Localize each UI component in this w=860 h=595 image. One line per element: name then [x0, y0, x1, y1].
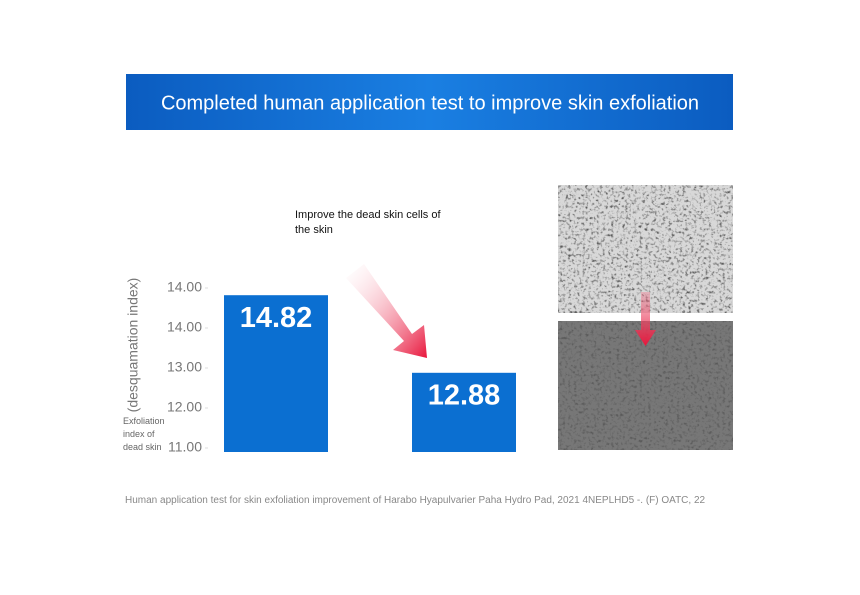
y-tick-label: 12.00 [167, 399, 202, 415]
y-tick-label: 11.00 [168, 439, 202, 455]
y-tick-label: 13.00 [167, 359, 202, 375]
footnote: Human application test for skin exfoliat… [125, 495, 706, 506]
skin-photos [558, 185, 733, 450]
y-tick-label: 14.00 [167, 279, 202, 295]
bar [224, 295, 328, 452]
photo-before-texture [558, 185, 733, 313]
chart-title: Completed human application test to impr… [161, 92, 699, 114]
decrease-arrow [346, 264, 427, 358]
photo-arrow [635, 292, 656, 346]
y-tick-label: 14.00 [167, 319, 202, 335]
y-axis-note: Exfoliation index of dead skin [123, 416, 165, 452]
bar [412, 372, 516, 452]
y-axis-label: (desquamation index) [125, 278, 141, 413]
data-label: 12.88 [428, 379, 501, 411]
annotation: Improve the dead skin cells of the skin [295, 209, 441, 236]
title-banner [126, 74, 733, 130]
data-label: 14.82 [240, 302, 313, 334]
